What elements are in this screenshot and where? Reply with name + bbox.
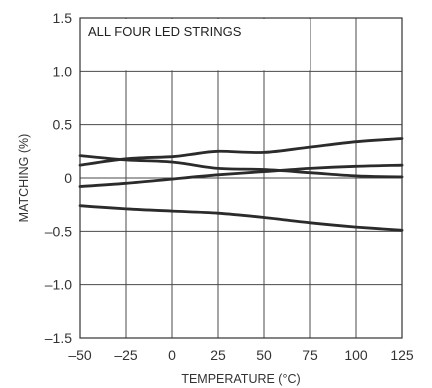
x-tick-label: 0 <box>168 347 176 363</box>
y-tick-label: –1.5 <box>45 330 72 346</box>
series-line-3 <box>78 163 404 188</box>
y-tick-label: 1.0 <box>53 63 73 79</box>
series-group <box>78 137 404 232</box>
x-tick-label: 75 <box>302 347 318 363</box>
annotation-background <box>81 19 310 71</box>
y-tick-labels: 1.5 1.0 0.5 0 –0.5 –1.0 –1.5 <box>45 10 72 346</box>
series-line-4 <box>78 204 404 232</box>
x-axis-label: TEMPERATURE (°C) <box>181 372 300 386</box>
x-tick-label: 100 <box>344 347 368 363</box>
annotation-box: ALL FOUR LED STRINGS <box>81 19 310 71</box>
annotation-text: ALL FOUR LED STRINGS <box>88 24 242 39</box>
y-tick-label: 0.5 <box>53 117 73 133</box>
series-line-2 <box>78 154 404 179</box>
x-tick-label: 125 <box>390 347 414 363</box>
y-axis-label: MATCHING (%) <box>17 134 31 223</box>
y-tick-label: 1.5 <box>53 10 73 26</box>
y-tick-label: 0 <box>64 170 72 186</box>
x-tick-label: 25 <box>210 347 226 363</box>
x-tick-label: –25 <box>114 347 138 363</box>
x-tick-label: –50 <box>68 347 92 363</box>
x-tick-label: 50 <box>256 347 272 363</box>
plot-frame <box>79 17 403 339</box>
y-tick-label: –0.5 <box>45 223 72 239</box>
grid <box>79 17 403 339</box>
y-tick-label: –1.0 <box>45 277 72 293</box>
series-line-1 <box>78 137 404 167</box>
x-tick-labels: –50 –25 0 25 50 75 100 125 <box>68 347 414 363</box>
